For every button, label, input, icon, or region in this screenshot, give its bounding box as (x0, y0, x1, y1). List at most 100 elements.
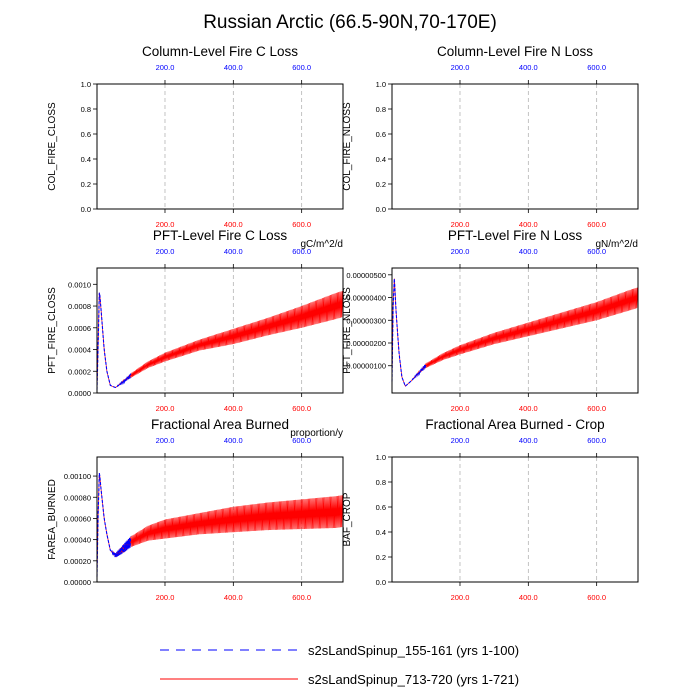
bottom-tick-label: 200.0 (451, 404, 470, 413)
bottom-tick-label: 400.0 (519, 220, 538, 229)
bottom-tick-label: 600.0 (587, 593, 606, 602)
series-line-blue (96, 292, 132, 390)
plot-frame (96, 456, 344, 583)
y-tick-label: 0.2 (376, 180, 386, 189)
top-tick-label: 200.0 (156, 63, 175, 72)
top-tick-label: 400.0 (224, 436, 243, 445)
top-tick-label: 600.0 (292, 436, 311, 445)
top-tick-label: 200.0 (451, 436, 470, 445)
top-tick-label: 400.0 (519, 436, 538, 445)
y-axis-label: COL_FIRE_CLOSS (47, 102, 58, 191)
legend: s2sLandSpinup_155-161 (yrs 1-100) s2sLand… (160, 643, 519, 687)
chart-title: Column-Level Fire C Loss (142, 44, 298, 59)
y-tick-label: 0.0 (81, 205, 91, 214)
y-axis-label: PFT_FIRE_CLOSS (47, 287, 58, 374)
bottom-tick-label: 400.0 (519, 593, 538, 602)
y-tick-label: 0.8 (81, 105, 91, 114)
y-tick-label: 0.00100 (64, 472, 91, 481)
y-tick-label: 0.00000 (64, 578, 91, 587)
figure-title: Russian Arctic (66.5-90N,70-170E) (203, 12, 497, 33)
bottom-tick-label: 200.0 (156, 220, 175, 229)
chart-panel-3: PFT-Level Fire C Loss gC/m^2/d 200.0 400.0 6… (47, 228, 344, 413)
y-tick-label: 0.8 (376, 478, 386, 487)
y-tick-label: 0.00000500 (346, 271, 386, 280)
y-tick-label: 0.0004 (68, 346, 91, 355)
bottom-tick-label: 400.0 (224, 404, 243, 413)
bottom-tick-label: 600.0 (292, 593, 311, 602)
top-tick-label: 200.0 (451, 63, 470, 72)
y-tick-label: 1.0 (81, 80, 91, 89)
y-tick-label: 0.00040 (64, 536, 91, 545)
top-tick-label: 200.0 (451, 247, 470, 256)
y-axis-label: COL_FIRE_NLOSS (342, 102, 353, 191)
bottom-tick-label: 200.0 (156, 593, 175, 602)
top-tick-label: 200.0 (156, 436, 175, 445)
y-tick-label: 0.6 (376, 503, 386, 512)
y-tick-label: 0.6 (376, 130, 386, 139)
plot-frame (96, 267, 344, 394)
bottom-tick-label: 600.0 (292, 220, 311, 229)
y-tick-label: 0.0 (376, 205, 386, 214)
bottom-tick-label: 400.0 (224, 593, 243, 602)
y-tick-label: 0.2 (81, 180, 91, 189)
y-tick-label: 0.0 (376, 578, 386, 587)
chart-panel-4: PFT-Level Fire N Loss gN/m^2/d 200.0 400.0 6… (342, 228, 639, 413)
top-tick-label: 600.0 (292, 247, 311, 256)
y-tick-label: 0.4 (376, 155, 386, 164)
top-tick-label: 200.0 (156, 247, 175, 256)
top-tick-label: 600.0 (292, 63, 311, 72)
series-line-red (391, 278, 639, 387)
y-tick-label: 1.0 (376, 80, 386, 89)
y-tick-label: 0.0002 (68, 367, 91, 376)
plot-frame (96, 83, 344, 210)
y-tick-label: 0.0010 (68, 280, 91, 289)
legend-label-1: s2sLandSpinup_155-161 (yrs 1-100) (308, 643, 519, 658)
chart-panel-6: Fractional Area Burned - Crop 200.0 400.0 6… (342, 417, 639, 602)
top-tick-label: 600.0 (587, 247, 606, 256)
y-axis-label: PFT_FIRE_NLOSS (342, 287, 353, 374)
chart-title: Fractional Area Burned (151, 417, 289, 432)
plot-frame (391, 83, 639, 210)
y-tick-label: 0.4 (81, 155, 91, 164)
chart-title: PFT-Level Fire C Loss (153, 228, 288, 243)
y-tick-label: 0.00020 (64, 557, 91, 566)
y-tick-label: 0.4 (376, 528, 386, 537)
bottom-tick-label: 400.0 (519, 404, 538, 413)
bottom-tick-label: 600.0 (587, 404, 606, 413)
y-tick-label: 0.0006 (68, 324, 91, 333)
y-tick-label: 0.6 (81, 130, 91, 139)
units-label: proportion/y (290, 428, 343, 439)
panels: Column-Level Fire C Loss 200.0 400.0 600.0 2… (47, 44, 639, 602)
y-tick-label: 0.0008 (68, 302, 91, 311)
bottom-tick-label: 400.0 (224, 220, 243, 229)
bottom-tick-label: 200.0 (451, 593, 470, 602)
y-tick-label: 0.0000 (68, 389, 91, 398)
bottom-tick-label: 200.0 (156, 404, 175, 413)
units-label: gN/m^2/d (596, 239, 639, 250)
series-line-red (96, 473, 344, 577)
chart-panel-1: Column-Level Fire C Loss 200.0 400.0 600.0 2… (47, 44, 344, 229)
legend-label-2: s2sLandSpinup_713-720 (yrs 1-721) (308, 672, 519, 687)
y-tick-label: 0.00000100 (346, 362, 386, 371)
plot-frame (391, 456, 639, 583)
top-tick-label: 600.0 (587, 63, 606, 72)
y-tick-label: 0.00000400 (346, 294, 386, 303)
y-tick-label: 0.00080 (64, 493, 91, 502)
y-axis-label: FAREA_BURNED (47, 479, 58, 560)
y-tick-label: 0.8 (376, 105, 386, 114)
y-tick-label: 0.00060 (64, 514, 91, 523)
bottom-tick-label: 600.0 (587, 220, 606, 229)
top-tick-label: 400.0 (224, 247, 243, 256)
top-tick-label: 400.0 (224, 63, 243, 72)
top-tick-label: 400.0 (519, 63, 538, 72)
y-tick-label: 1.0 (376, 453, 386, 462)
plot-frame (391, 267, 639, 394)
chart-title: Column-Level Fire N Loss (437, 44, 593, 59)
series-line-blue (96, 473, 132, 577)
series-line-blue (391, 278, 427, 388)
series-line-red (96, 291, 344, 390)
chart-title: PFT-Level Fire N Loss (448, 228, 583, 243)
y-axis-label: BAF_CROP (342, 492, 353, 546)
